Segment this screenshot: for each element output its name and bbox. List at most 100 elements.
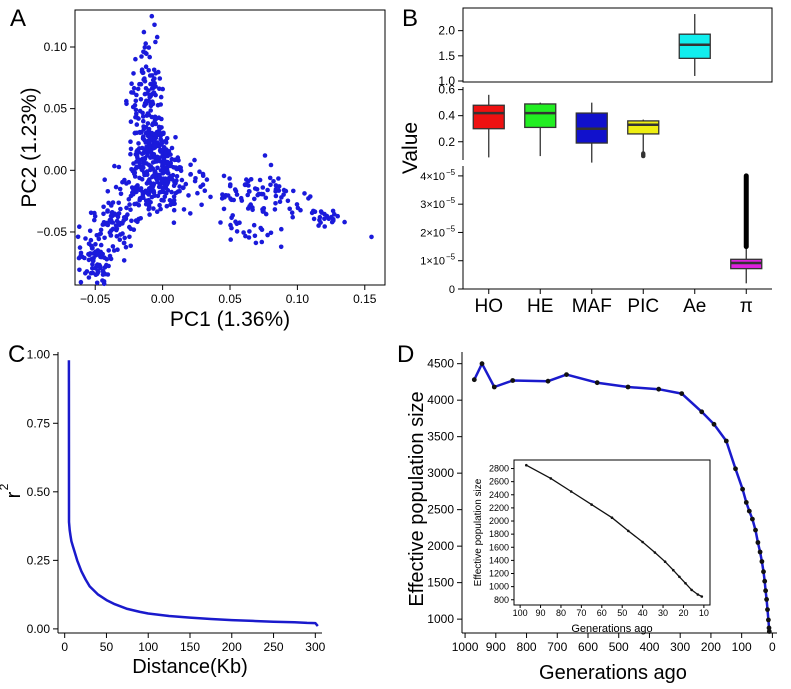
panel-d-x-tick-label: 900 [486, 640, 506, 654]
panel-label-a: A [10, 5, 26, 32]
panel-a-sample-point [151, 67, 157, 73]
panel-a-sample-point [124, 205, 129, 211]
panel-b-boxplots: 1.01.52.00.20.40.601×10 −52×10 −53×10 −54×1… [399, 7, 773, 317]
panel-a-sample-point [134, 122, 140, 127]
panel-a-sample-point [113, 212, 118, 217]
panel-a-sample-point [102, 235, 107, 241]
panel-a-sample-point [86, 275, 92, 280]
panel-c-x-tick-label: 200 [222, 640, 242, 654]
panel-a-sample-point [150, 77, 156, 83]
panel-b-box-Ae [678, 33, 711, 59]
panel-d-ne-point [764, 597, 769, 602]
panel-d-ne-point [753, 527, 758, 533]
panel-a-sample-point [294, 202, 300, 207]
panel-a-sample-point [131, 71, 136, 76]
panel-b-y-tick-label: 0.2 [438, 135, 455, 149]
panel-b-x-tick-label: HE [527, 296, 553, 317]
panel-a-sample-point [173, 135, 178, 140]
panel-a-sample-point [148, 167, 153, 173]
panel-d-y-axis-label: Effective population size [406, 391, 428, 606]
panel-a-sample-point [101, 281, 107, 287]
panel-a-sample-point [259, 239, 265, 245]
panel-c-x-tick-label: 150 [180, 640, 200, 654]
panel-a-sample-point [234, 192, 240, 197]
panel-a-sample-point [153, 84, 158, 89]
panel-a-x-axis-label: PC1 (1.36%) [170, 308, 290, 331]
panel-a-sample-point [164, 203, 170, 209]
panel-d-inset-y-tick-label: 1600 [489, 542, 509, 552]
panel-a-sample-point [197, 169, 202, 174]
panel-d-x-tick-label: 100 [732, 640, 752, 654]
panel-a-sample-point [116, 211, 122, 216]
panel-a-sample-point [140, 110, 145, 116]
panel-a-sample-point [120, 231, 125, 236]
panel-d-inset-point [525, 463, 528, 467]
panel-d-inset-y-axis-label: Effective population size [473, 478, 484, 586]
panel-d-ne-point [761, 569, 766, 575]
panel-a-sample-point [75, 234, 81, 240]
panel-a-sample-point [159, 148, 164, 153]
panel-a-sample-point [163, 151, 168, 156]
panel-a-sample-point [144, 172, 150, 177]
panel-a-sample-point [99, 254, 104, 260]
panel-a-sample-point [176, 158, 181, 163]
panel-a-sample-point [136, 202, 142, 208]
panel-a-sample-point [253, 240, 259, 246]
panel-d-inset-x-tick-label: 50 [617, 608, 627, 618]
panel-a-sample-point [342, 219, 347, 225]
panel-d-inset-x-axis-label: Generations ago [571, 623, 652, 635]
panel-d-ne-point [510, 378, 516, 383]
panel-a-sample-point [88, 210, 94, 216]
panel-b-x-tick-label: PIC [627, 296, 659, 317]
panel-a-sample-point [133, 56, 138, 62]
panel-d-y-tick-label: 1500 [427, 576, 454, 590]
panel-a-sample-point [105, 189, 111, 194]
panel-a-sample-point [116, 164, 122, 170]
panel-a-sample-point [162, 165, 168, 171]
panel-d-ne-point [479, 361, 485, 367]
panel-a-sample-point [174, 174, 180, 179]
panel-a-sample-point [121, 240, 127, 246]
panel-d-ne-point [766, 629, 772, 634]
panel-d-inset-point [653, 551, 657, 554]
panel-a-sample-point [151, 206, 156, 211]
panel-d-x-tick-label: 500 [609, 640, 629, 654]
panel-a-sample-point [157, 76, 163, 81]
panel-a-sample-point [93, 272, 99, 278]
panel-d-ne-point [491, 384, 497, 390]
panel-a-sample-point [127, 234, 132, 240]
panel-a-sample-point [198, 184, 203, 189]
panel-a-sample-point [142, 160, 147, 166]
panel-c-x-axis-label: Distance(Kb) [132, 656, 248, 678]
panel-a-sample-point [161, 198, 166, 203]
panel-a-sample-point [127, 224, 132, 230]
panel-a-sample-point [260, 207, 265, 212]
panel-a-sample-point [295, 205, 301, 211]
panel-a-x-tick-label: 0.00 [151, 292, 175, 306]
panel-a-sample-point [318, 220, 323, 225]
panel-a-sample-point [140, 189, 145, 195]
panel-a-sample-point [137, 129, 142, 135]
panel-d-inset-y-tick-label: 1000 [489, 582, 509, 592]
panel-a-sample-point [118, 206, 123, 212]
panel-a-sample-point [276, 184, 282, 189]
panel-d-ne-point [625, 384, 631, 390]
panel-b-y-tick-label: 3×10 [420, 199, 445, 211]
panel-a-sample-point [247, 229, 252, 234]
panel-d-ne-point [762, 578, 768, 584]
panel-a-sample-point [255, 192, 260, 198]
panel-a-sample-point [112, 163, 117, 169]
panel-a-sample-point [311, 216, 317, 222]
panel-a-sample-point [199, 202, 204, 208]
panel-a-sample-point [143, 198, 149, 203]
panel-a-sample-point [237, 220, 242, 225]
panel-a-sample-point [86, 257, 92, 263]
panel-a-sample-point [122, 177, 127, 183]
panel-a-sample-point [244, 177, 249, 182]
panel-a-sample-point [369, 234, 374, 240]
panel-a-sample-point [148, 108, 153, 113]
panel-a-sample-point [165, 171, 171, 176]
panel-a-sample-point [192, 157, 197, 163]
panel-c-y-tick-label: 0.50 [27, 485, 51, 499]
panel-a-sample-point [158, 136, 163, 142]
